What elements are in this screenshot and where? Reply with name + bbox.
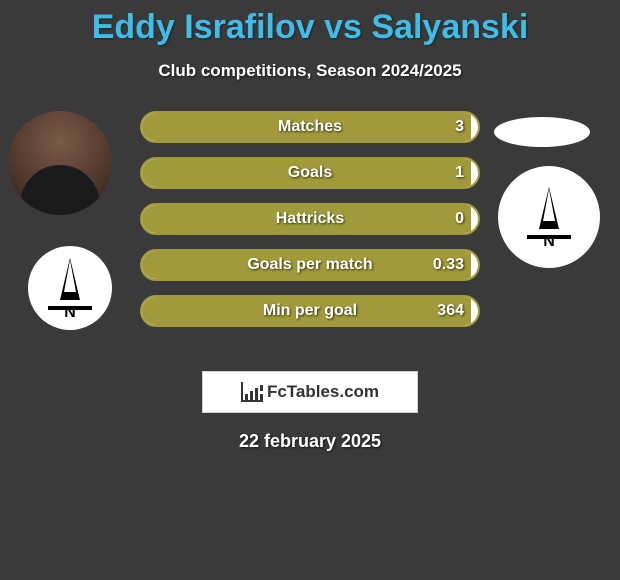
stats-list: Matches3Goals1Hattricks0Goals per match0… [140, 111, 480, 341]
stat-label: Goals per match [142, 251, 478, 279]
stat-row: Min per goal364 [140, 295, 480, 327]
stat-row: Hattricks0 [140, 203, 480, 235]
stat-label: Min per goal [142, 297, 478, 325]
stat-value: 3 [455, 113, 464, 141]
stat-row: Goals per match0.33 [140, 249, 480, 281]
stat-label: Hattricks [142, 205, 478, 233]
comparison-panel: N N Matches3 Goals1 Hattricks0 Goals per ma… [0, 111, 620, 351]
stat-label: Matches [142, 113, 478, 141]
badge-letter: N [524, 233, 574, 251]
stat-value: 364 [437, 297, 464, 325]
derrick-icon: N [524, 187, 574, 247]
date-label: 22 february 2025 [0, 431, 620, 452]
page-title: Eddy Israfilov vs Salyanski [0, 0, 620, 47]
stat-row: Matches3 [140, 111, 480, 143]
stat-row: Goals1 [140, 157, 480, 189]
stat-value: 0 [455, 205, 464, 233]
stat-value: 0.33 [433, 251, 464, 279]
team-club-badge: N [498, 166, 600, 268]
derrick-icon: N [45, 258, 95, 318]
brand-name: FcTables.com [267, 382, 379, 402]
player-avatar [8, 111, 112, 215]
stat-label: Goals [142, 159, 478, 187]
stat-value: 1 [455, 159, 464, 187]
brand-badge: FcTables.com [202, 371, 418, 413]
subtitle: Club competitions, Season 2024/2025 [0, 61, 620, 81]
team-crest-oval [494, 117, 590, 147]
chart-icon [241, 382, 263, 402]
badge-letter: N [45, 304, 95, 322]
player-club-badge: N [28, 246, 112, 330]
